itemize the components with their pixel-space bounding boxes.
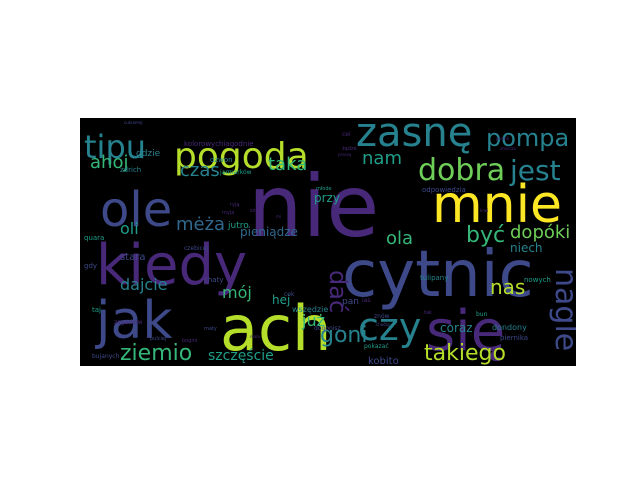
cloud-word: pokazać: [364, 343, 389, 350]
cloud-word: goni: [320, 323, 367, 348]
cloud-word: proszę: [338, 152, 352, 157]
cloud-word: ziemio: [120, 341, 192, 366]
cloud-word: hej: [272, 293, 290, 307]
cloud-word: kolorowychiagodnie: [184, 140, 254, 148]
cloud-word: mój: [222, 283, 252, 302]
cloud-word: być: [466, 223, 505, 248]
cloud-word: zdrich: [120, 166, 141, 174]
cloud-word: maty: [204, 326, 217, 332]
cloud-word: czas: [180, 160, 220, 181]
cloud-word: się: [426, 299, 505, 364]
cloud-word: cei: [342, 131, 351, 138]
cloud-word: oli: [120, 219, 139, 238]
cloud-word: krwi: [480, 208, 488, 213]
cloud-word: kobito: [368, 356, 399, 366]
cloud-word: tak: [424, 310, 432, 316]
cloud-word: mnie: [432, 175, 562, 235]
cloud-word: dajcie: [120, 275, 168, 294]
cloud-word: bogini: [182, 338, 197, 344]
cloud-word: jak: [95, 291, 172, 351]
cloud-word: przy: [314, 191, 340, 205]
cloud-word: gdy: [84, 262, 97, 270]
cloud-word: kiedy: [96, 233, 247, 298]
cloud-word: cytnic: [342, 238, 534, 312]
cloud-word: dondony: [492, 323, 527, 332]
cloud-word: cukromej: [124, 120, 143, 125]
cloud-word: jest: [509, 154, 561, 187]
cloud-word: quara: [84, 234, 104, 242]
cloud-word: nagle: [548, 268, 576, 351]
cloud-word: pan: [342, 297, 359, 307]
word-cloud: nie cytnic kiedy ole ach mnie jak się zasnę pogod…: [80, 118, 576, 366]
cloud-word: mėża: [176, 214, 225, 235]
cloud-word: taj: [92, 306, 101, 314]
cloud-word: mi: [276, 214, 281, 219]
cloud-word: ryją: [230, 202, 239, 208]
cloud-word: znów: [374, 313, 390, 320]
cloud-word: jarmarków: [219, 169, 252, 176]
cloud-word: choćby: [376, 322, 391, 327]
cloud-word: mała: [250, 334, 260, 339]
cloud-word: coraz: [440, 321, 473, 335]
cloud-word: już: [301, 311, 325, 330]
cloud-word: ahoj: [90, 152, 128, 173]
cloud-word: nie: [248, 157, 379, 257]
cloud-word: żądze: [342, 146, 357, 152]
cloud-word: czebicej: [184, 245, 209, 252]
cloud-word: chaty: [204, 276, 223, 284]
cloud-word: piernika: [500, 334, 528, 342]
cloud-word: ias: [362, 297, 370, 304]
cloud-word: pogoda: [174, 136, 309, 177]
cloud-word: dać: [324, 270, 352, 313]
cloud-word: nam: [362, 148, 402, 169]
cloud-word: zegarków: [114, 319, 143, 326]
cloud-word: czy: [358, 305, 421, 349]
cloud-word: wszędzie: [292, 305, 328, 314]
cloud-word: cok: [284, 291, 295, 298]
cloud-word: jutro: [227, 221, 249, 231]
cloud-word: bujanych: [92, 353, 120, 360]
cloud-word: dopóki: [510, 222, 570, 243]
cloud-word: bun: [476, 311, 488, 318]
cloud-word: myja: [222, 210, 234, 216]
cloud-word: pieniądze: [240, 225, 298, 239]
cloud-word: tipu: [84, 128, 146, 166]
cloud-word: taka: [268, 154, 307, 175]
cloud-word: pompa: [486, 124, 569, 152]
cloud-word: pędzili: [496, 136, 509, 141]
cloud-word: stara: [120, 252, 146, 263]
cloud-word: nowych: [524, 276, 551, 284]
cloud-word: gdzie: [136, 149, 161, 159]
cloud-word: zasnę: [356, 118, 472, 156]
cloud-word: młode: [316, 186, 332, 192]
cloud-word: ola: [386, 228, 413, 249]
cloud-word: takiego: [424, 341, 506, 366]
cloud-word: tulipany: [420, 274, 448, 282]
cloud-word: niech: [510, 241, 543, 255]
cloud-word: ole: [100, 182, 172, 238]
cloud-word: nas: [490, 275, 525, 299]
cloud-word: odpowiedzia: [422, 186, 466, 194]
cloud-word: dogonisz: [314, 325, 341, 332]
cloud-word: ach: [220, 292, 331, 365]
cloud-word: dobra: [418, 153, 505, 188]
cloud-word: pulciej: [150, 336, 166, 342]
cloud-word: szyk: [250, 208, 261, 214]
cloud-word: dzwon: [210, 156, 233, 164]
cloud-word: szczęście: [208, 348, 274, 364]
cloud-word: zmierza: [500, 146, 516, 151]
